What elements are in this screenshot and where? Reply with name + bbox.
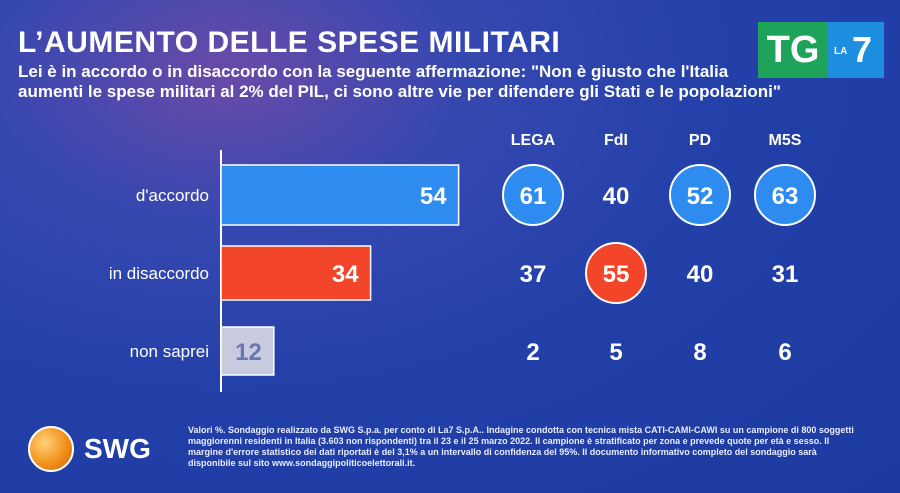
bar-1 [220,245,372,301]
highlight-circle [585,242,647,304]
highlight-circle [669,164,731,226]
category-label: d'accordo [136,186,209,205]
party-value-lega: 61 [520,183,547,210]
question-line-2: aumenti le spese militari al 2% del PIL,… [18,82,781,101]
question-line-1: Lei è in accordo o in disaccordo con la … [18,62,729,81]
logo-tg: TG [758,22,828,78]
party-value-pd: 52 [687,183,714,210]
methodology-note: Valori %. Sondaggio realizzato da SWG S.… [188,425,854,468]
category-label: in disaccordo [109,264,209,283]
party-value-m5s: 6 [778,339,791,366]
party-value-fdi: 55 [603,261,630,288]
party-header-pd: PD [689,132,711,149]
tg-la7-logo: TG LA 7 [758,22,884,78]
bar-0 [220,164,460,226]
party-value-fdi: 40 [603,183,630,210]
bar-value: 54 [420,183,447,210]
party-header-lega: LEGA [511,132,556,149]
page-title: L’AUMENTO DELLE SPESE MILITARI [18,26,561,59]
globe-icon [28,426,74,472]
party-value-pd: 40 [687,261,714,288]
party-value-pd: 8 [693,339,706,366]
party-value-m5s: 31 [772,261,799,288]
party-value-lega: 37 [520,261,547,288]
category-label: non saprei [130,342,209,361]
bar-value: 12 [235,339,262,366]
party-value-m5s: 63 [772,183,799,210]
party-value-fdi: 5 [609,339,622,366]
swg-brand: SWG [84,433,151,464]
swg-logo: SWG [28,426,151,472]
highlight-circle [754,164,816,226]
logo-la7: LA 7 [828,22,884,78]
party-header-m5s: M5S [769,132,802,149]
party-header-fdi: FdI [604,132,628,149]
party-value-lega: 2 [526,339,539,366]
highlight-circle [502,164,564,226]
bar-value: 34 [332,261,359,288]
bar-2 [220,326,275,376]
